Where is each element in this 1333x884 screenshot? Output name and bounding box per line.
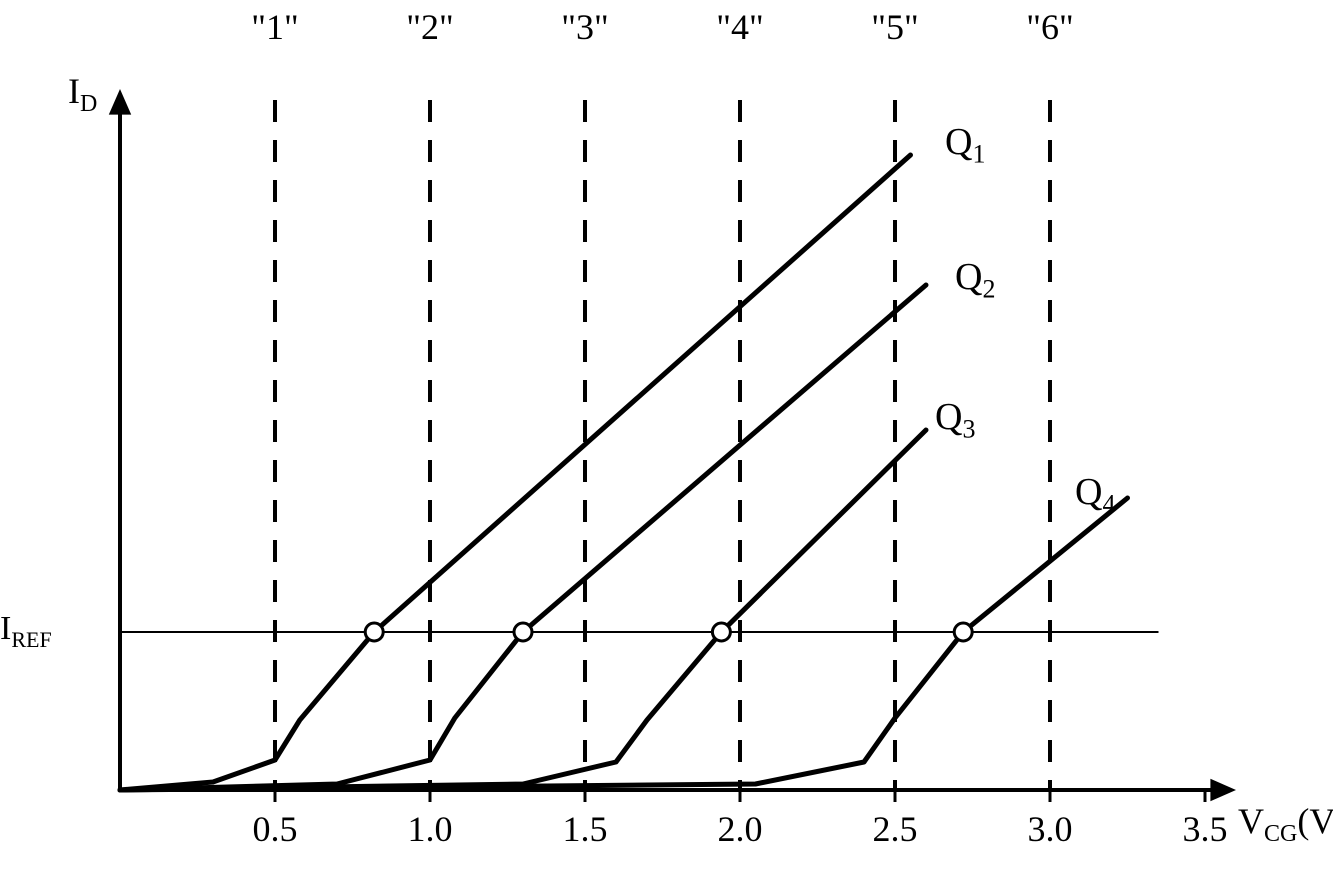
curve-label-q1: Q1 [945, 120, 985, 170]
state-label: "1" [251, 6, 298, 48]
state-label: "2" [406, 6, 453, 48]
chart-container: ID VCG(V) IREF "1" "2" "3" "4" "5" "6" 0.5 1.0… [0, 0, 1333, 884]
curve-label-q2: Q2 [955, 255, 995, 305]
x-tick-label: 1.5 [563, 808, 608, 850]
chart-svg [0, 0, 1333, 884]
x-tick-label: 2.0 [718, 808, 763, 850]
x-tick-label: 2.5 [873, 808, 918, 850]
x-tick-label: 0.5 [253, 808, 298, 850]
curve-label-q3: Q3 [935, 395, 975, 445]
x-axis-label: VCG(V) [1238, 800, 1333, 848]
x-tick-label: 1.0 [408, 808, 453, 850]
x-tick-label: 3.0 [1028, 808, 1073, 850]
y-axis-label: ID [68, 70, 97, 118]
state-label: "5" [871, 6, 918, 48]
state-label: "3" [561, 6, 608, 48]
state-label: "6" [1026, 6, 1073, 48]
x-tick-label: 3.5 [1183, 808, 1228, 850]
curve-label-q4: Q4 [1075, 470, 1115, 520]
iref-label: IREF [0, 610, 52, 653]
state-label: "4" [716, 6, 763, 48]
